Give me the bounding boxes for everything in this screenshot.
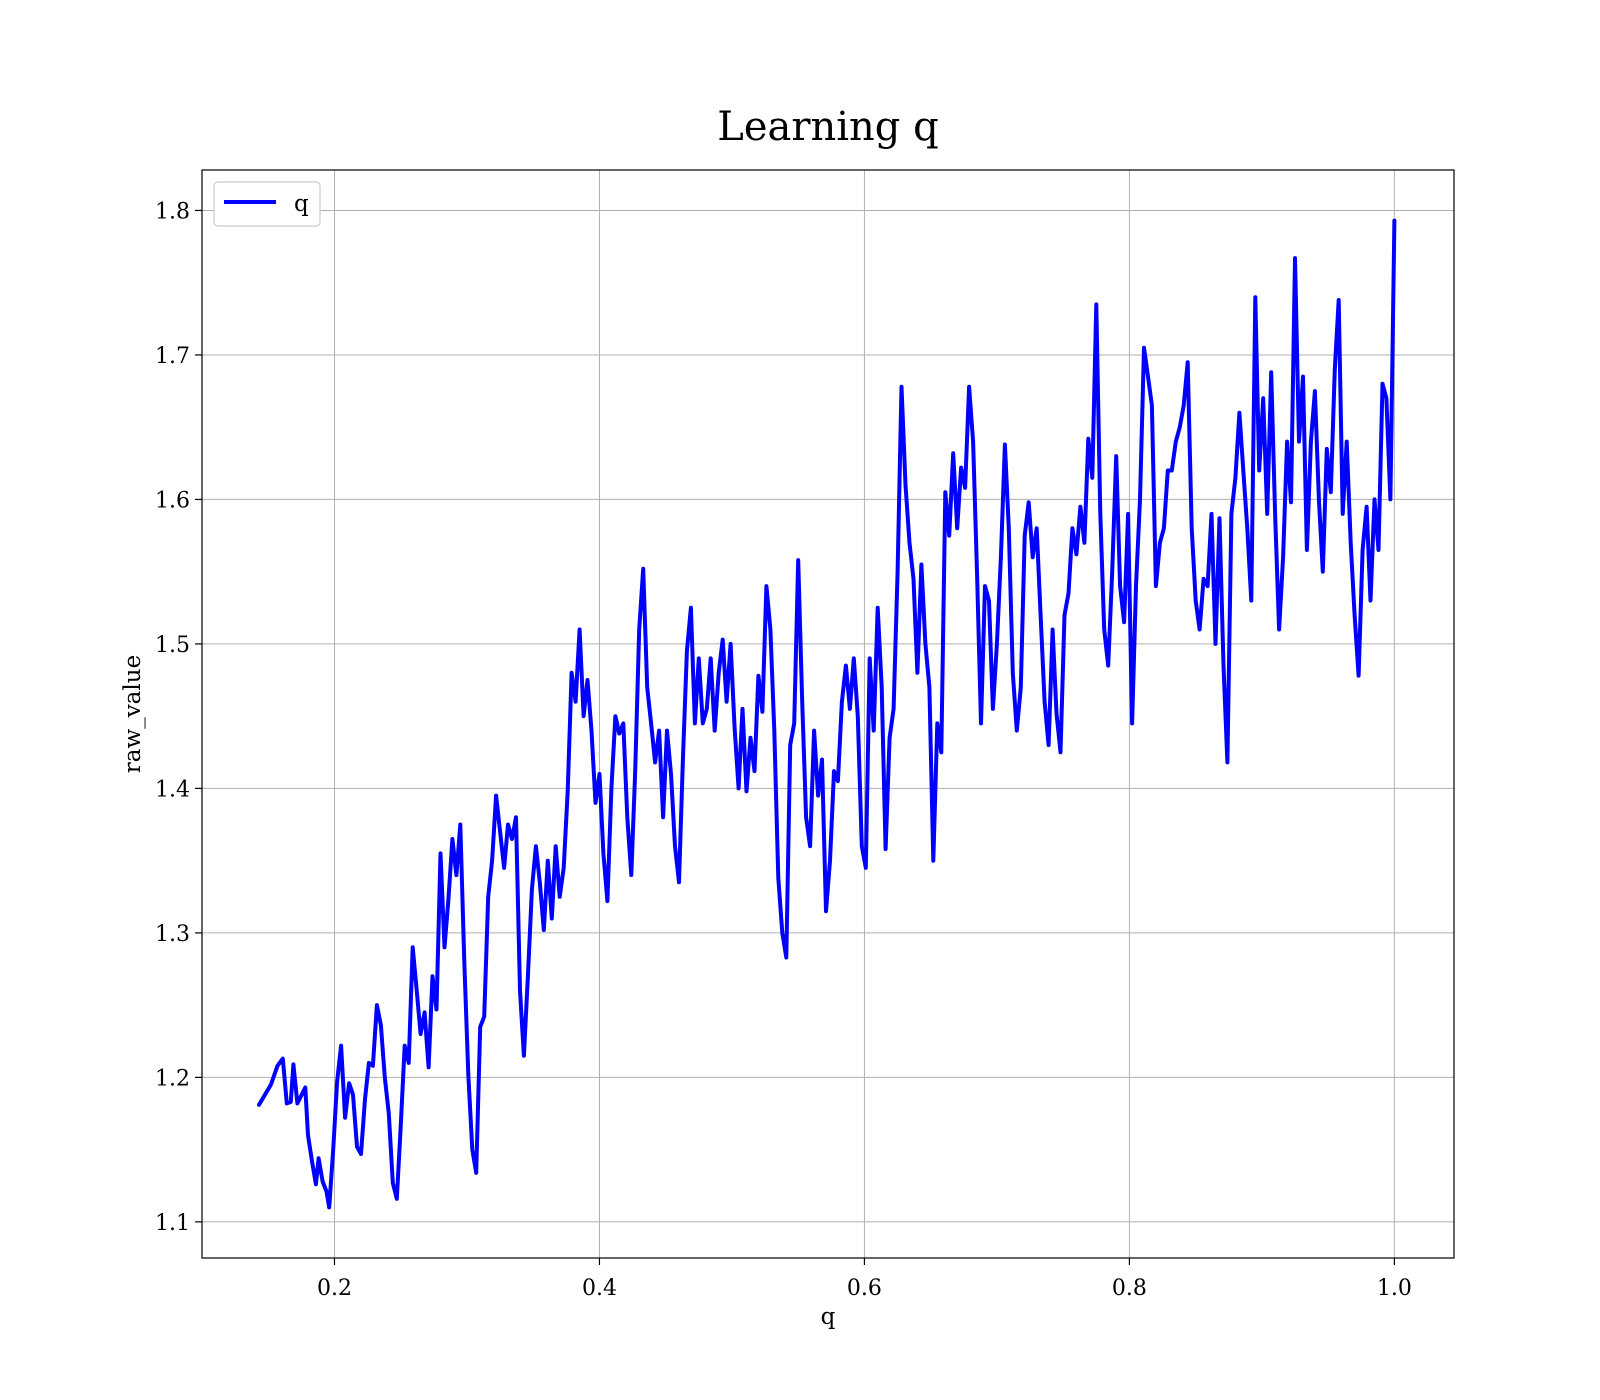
y-axis-label: raw_value	[120, 655, 146, 773]
ticks: 0.2 0.4 0.6 0.8 1.0 1.1 1.2 1.3 1.4 1.5 1.6 1.7 1.8	[155, 199, 1412, 1301]
y-tick-label: 1.6	[155, 488, 190, 513]
x-axis-label: q	[821, 1304, 836, 1330]
x-tick-label: 0.2	[317, 1276, 352, 1301]
y-tick-label: 1.5	[155, 633, 190, 658]
x-tick-label: 0.4	[582, 1276, 617, 1301]
series-layer	[259, 221, 1394, 1208]
y-tick-label: 1.8	[155, 199, 190, 224]
grid	[202, 170, 1454, 1258]
x-tick-label: 0.8	[1112, 1276, 1147, 1301]
y-tick-label: 1.2	[155, 1066, 190, 1091]
y-tick-label: 1.1	[155, 1211, 190, 1236]
plot-frame	[202, 170, 1454, 1258]
series-line-q	[259, 221, 1394, 1208]
legend: q	[214, 182, 320, 226]
legend-label: q	[294, 191, 309, 217]
y-tick-label: 1.3	[155, 922, 190, 947]
y-tick-label: 1.4	[155, 777, 190, 802]
x-tick-label: 1.0	[1377, 1276, 1412, 1301]
x-tick-label: 0.6	[847, 1276, 882, 1301]
y-tick-label: 1.7	[155, 344, 190, 369]
